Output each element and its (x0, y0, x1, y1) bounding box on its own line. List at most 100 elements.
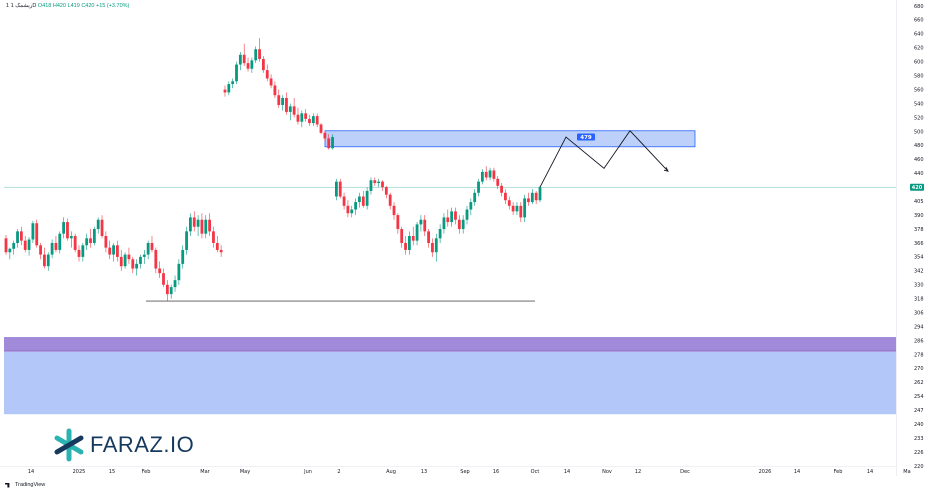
candle-body (338, 181, 342, 197)
candle-body (300, 113, 304, 122)
price-tick-label: 500 (914, 129, 924, 135)
candle-body (139, 256, 142, 264)
candle-body (112, 245, 115, 255)
candle-body (404, 242, 407, 250)
candle-body (350, 209, 354, 214)
tradingview-logo[interactable]: TradingView (5, 482, 45, 488)
resistance-zone (324, 130, 696, 148)
candle-body (392, 205, 396, 216)
candle-body (461, 219, 465, 230)
candle-body (162, 273, 165, 285)
candle-body (419, 219, 423, 225)
price-tick-label: 262 (914, 380, 924, 386)
candle-body (46, 254, 50, 267)
target-label-box (577, 133, 595, 141)
current-price-label: 420 (912, 185, 923, 191)
candle-body (92, 229, 96, 243)
candle-body (81, 245, 85, 257)
time-tick-label: Feb (834, 469, 843, 475)
candle-body (189, 217, 192, 232)
price-tick-label: 600 (914, 60, 924, 66)
candle-body (250, 60, 254, 69)
candle-body (346, 205, 350, 214)
candle-body (477, 181, 480, 193)
candle-body (469, 202, 473, 210)
time-axis[interactable]: 14 2025 15 Feb Mar May Jun 2 Aug 13 Sep 16 Oct 14 Nov 1… (0, 466, 911, 476)
candle-body (415, 224, 419, 241)
candle-body (515, 205, 519, 212)
candle-body (473, 192, 477, 203)
candle-body (384, 187, 388, 195)
candle-body (261, 58, 265, 71)
candle-body (454, 211, 457, 220)
candle-body (273, 85, 277, 96)
projection-arrowhead (663, 166, 669, 172)
candle-body (100, 219, 104, 236)
price-tick-label: 540 (914, 101, 924, 107)
candle-body (488, 170, 492, 178)
symbol-prefix: 1 (6, 3, 10, 9)
time-tick-label: 12 (635, 469, 641, 475)
candle-body (507, 200, 511, 206)
candle-body (31, 223, 35, 240)
candle-body (269, 78, 273, 86)
candle-body (377, 181, 381, 184)
candle-body (530, 192, 534, 203)
candle-body (480, 171, 484, 182)
candle-body (158, 268, 162, 274)
candle-body (319, 124, 323, 133)
candle-body (131, 259, 135, 269)
candle-body (200, 219, 204, 234)
candle-body (246, 63, 250, 69)
candle-body (223, 89, 227, 93)
price-tick-label: 342 (914, 269, 924, 275)
candle-body (85, 238, 89, 246)
candle-body (438, 229, 442, 239)
candle-body (204, 219, 208, 234)
candle-body (12, 242, 16, 249)
time-tick-label: 14 (794, 469, 800, 475)
candle-body (119, 256, 123, 267)
time-tick-label: 16 (493, 469, 499, 475)
candle-body (146, 242, 150, 255)
zones-layer (4, 130, 896, 415)
time-tick-label: Mar (200, 469, 210, 475)
time-tick-label: Oct (531, 469, 540, 475)
candle-body (77, 249, 81, 257)
candle-body (523, 198, 527, 218)
candle-body (215, 242, 219, 250)
candle-body (58, 233, 62, 250)
time-tick-label: Jun (303, 469, 312, 475)
price-axis[interactable]: 680 660 640 620 600 580 560 540 520 500 480 460 440 4… (896, 0, 925, 476)
candle-body (96, 219, 100, 230)
price-tick-label: 660 (914, 18, 924, 24)
candle-body (50, 242, 54, 255)
price-tick-label: 440 (914, 171, 924, 177)
candle-body (285, 98, 288, 112)
watermark-logo: FARAZ.IO (52, 428, 194, 462)
candle-body (411, 236, 415, 241)
candle-body (334, 181, 338, 197)
candle-body (331, 137, 334, 149)
candle-body (450, 211, 454, 223)
price-tick-label: 354 (914, 255, 924, 261)
candle-body (311, 116, 315, 124)
candle-body (265, 70, 269, 79)
price-tick-label: 233 (914, 436, 924, 442)
price-tick-label: 560 (914, 87, 924, 93)
price-tick-label: 306 (914, 310, 924, 316)
candle-body (323, 132, 327, 139)
time-tick-label: May (240, 469, 250, 475)
candle-body (288, 106, 292, 112)
price-tick-label: 390 (914, 213, 924, 219)
candle-body (277, 95, 281, 105)
candle-body (135, 263, 139, 269)
symbol-header[interactable]: 1 ریشمک 1D O418 H420 L419 C420 +15 (+3.7… (6, 3, 129, 9)
candle-body (8, 248, 12, 253)
candle-body (534, 192, 538, 201)
candle-body (4, 238, 8, 253)
candle-body (89, 238, 92, 243)
interval-label: 1D (10, 3, 37, 9)
candle-body (39, 245, 42, 255)
